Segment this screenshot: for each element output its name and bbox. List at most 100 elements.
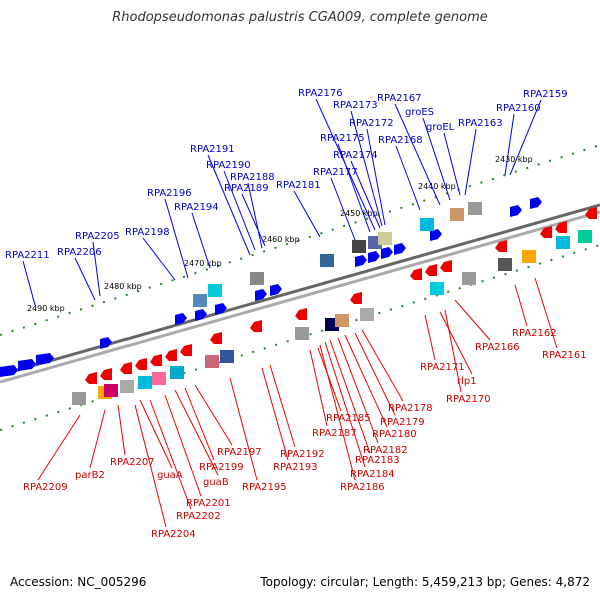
leader-line [324, 341, 366, 468]
leader-line [164, 198, 189, 279]
gene-block [498, 258, 512, 271]
gene-block [193, 294, 207, 307]
reverse-gene-label: RPA2185 [326, 413, 371, 424]
leader-line [261, 367, 289, 461]
leader-line [223, 170, 256, 251]
leader-line [354, 332, 396, 416]
leader-line [337, 143, 371, 233]
leader-line [191, 212, 211, 269]
reverse-gene-label: RPA2193 [273, 462, 318, 473]
leader-line [534, 277, 558, 349]
reverse-gene-label: RPA2197 [217, 447, 262, 458]
map-title: Rhodopseudomonas palustris CGA009, compl… [112, 10, 488, 25]
forward-gene-arrow [355, 255, 367, 267]
gene-block [320, 254, 334, 267]
forward-gene-arrow [430, 229, 442, 241]
leader-line [309, 349, 328, 427]
reverse-gene-arrow [120, 362, 132, 374]
leader-line [350, 110, 383, 227]
forward-gene-label: RPA2194 [174, 202, 219, 213]
gene-block [420, 218, 434, 231]
kbp-label: 2440 kbp [418, 182, 456, 191]
reverse-gene-label: RPA2192 [280, 449, 325, 460]
reverse-gene-arrow [100, 368, 112, 380]
leader-line [22, 260, 36, 306]
gene-block [104, 384, 118, 397]
reverse-gene-arrow [440, 260, 452, 272]
gene-block [352, 240, 366, 253]
gene-block [522, 250, 536, 263]
leader-line [329, 339, 371, 454]
forward-gene-label: RPA2160 [496, 103, 541, 114]
forward-gene-arrow [0, 365, 18, 377]
reverse-gene-label: rlp1 [457, 376, 477, 387]
forward-gene-arrow [510, 205, 522, 217]
reverse-gene-arrow [555, 221, 567, 233]
reverse-gene-arrow [85, 372, 97, 384]
leader-line [89, 409, 106, 469]
leader-line [269, 364, 296, 448]
leader-line [184, 387, 215, 461]
forward-gene-label: RPA2173 [333, 100, 378, 111]
forward-gene-label: RPA2177 [313, 167, 358, 178]
leader-line [454, 299, 491, 341]
forward-gene-arrow [215, 303, 227, 315]
forward-gene-label: RPA2189 [224, 183, 269, 194]
leader-line [330, 177, 356, 241]
reverse-gene-arrow [210, 332, 222, 344]
leader-line [424, 314, 436, 361]
kbp-label: 2490 kbp [27, 304, 65, 313]
leader-line [134, 404, 167, 528]
forward-gene-label: RPA2175 [320, 133, 365, 144]
reverse-gene-label: RPA2199 [199, 462, 244, 473]
leader-line [443, 132, 461, 196]
reverse-gene-arrow [350, 292, 362, 304]
reverse-gene-label: RPA2171 [420, 362, 465, 373]
kbp-label: 2430 kbp [495, 155, 533, 164]
kbp-label: 2480 kbp [104, 282, 142, 291]
forward-gene-label: RPA2190 [206, 160, 251, 171]
leader-line [464, 128, 477, 196]
forward-gene-arrow [36, 353, 54, 365]
gene-block [556, 236, 570, 249]
accession-text: Accession: NC_005296 [10, 575, 147, 589]
forward-gene-label: RPA2168 [378, 135, 423, 146]
leader-line [37, 414, 81, 481]
forward-gene-label: RPA2181 [276, 180, 321, 191]
leader-line [229, 377, 258, 481]
leader-line [293, 190, 321, 238]
forward-gene-arrow [175, 313, 187, 325]
leader-line [361, 329, 404, 402]
leader-line [395, 145, 421, 211]
reverse-gene-arrow [585, 207, 597, 219]
reverse-gene-arrow [165, 349, 177, 361]
reverse-gene-label: guaA [157, 470, 183, 481]
reverse-gene-label: RPA2186 [340, 482, 385, 493]
reverse-gene-label: RPA2161 [542, 350, 587, 361]
leader-line [149, 399, 192, 510]
forward-gene-label: RPA2167 [377, 93, 422, 104]
forward-gene-arrow [394, 243, 406, 255]
forward-gene-label: RPA2205 [75, 231, 120, 242]
backbone-line [0, 210, 600, 384]
leader-line [92, 241, 101, 297]
leader-line [514, 284, 528, 327]
reverse-gene-arrow [150, 354, 162, 366]
kbp-label: 2450 kbp [340, 209, 378, 218]
leader-line [319, 344, 356, 481]
reverse-gene-label: RPA2180 [372, 429, 417, 440]
leader-line [139, 399, 173, 469]
reverse-gene-label: RPA2201 [186, 498, 231, 509]
reverse-gene-arrow [540, 226, 552, 238]
leader-line [366, 128, 386, 226]
leader-line [174, 389, 219, 476]
reverse-gene-label: RPA2178 [388, 403, 433, 414]
gene-block [220, 350, 234, 363]
reverse-gene-label: RPA2179 [380, 417, 425, 428]
reverse-gene-arrow [250, 320, 262, 332]
leader-line [164, 394, 202, 497]
reverse-gene-label: parB2 [75, 470, 105, 481]
gene-block [462, 272, 476, 285]
forward-gene-label: groEL [426, 122, 455, 133]
